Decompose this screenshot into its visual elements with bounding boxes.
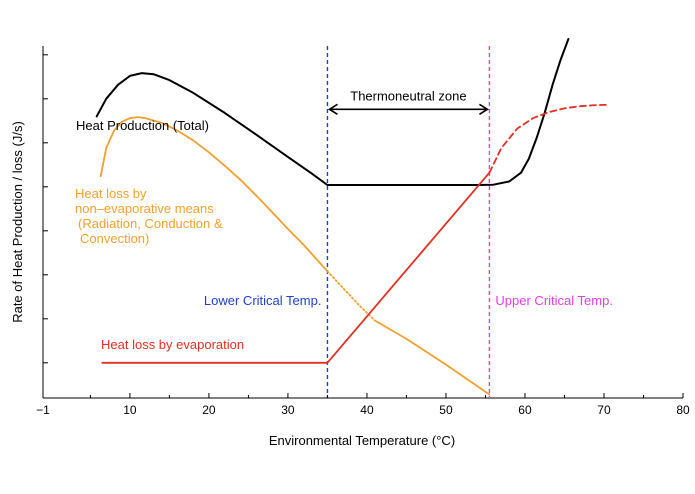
series-line-2: [326, 270, 376, 322]
x-tick-label: 10: [123, 403, 137, 417]
series-annotation-2: non–evaporative means: [75, 201, 214, 216]
axis-ticks: −1 10 20 30 40 50 60 70 80: [36, 54, 690, 417]
x-tick-label: 20: [202, 403, 216, 417]
labels-layer: Thermoneutral zone Lower Critical Temp. Up…: [75, 88, 613, 352]
series-annotation-5: Heat loss by evaporation: [101, 337, 244, 352]
series-annotation-0: Heat Production (Total): [76, 118, 209, 133]
x-tick-label: 60: [518, 403, 532, 417]
critical-temperature-lines: [326, 46, 491, 398]
x-axis-label: Environmental Temperature (°C): [269, 433, 455, 448]
x-tick-label: 70: [597, 403, 611, 417]
zone-arrow-left-head: [327, 103, 338, 116]
plot-frame: [42, 46, 683, 399]
series-line-3: [374, 319, 491, 396]
series-layer: [95, 38, 609, 396]
x-tick-label: −1: [36, 403, 50, 417]
zone-arrow-right-head: [478, 103, 489, 116]
x-tick-label: 30: [281, 403, 295, 417]
upper-critical-label: Upper Critical Temp.: [495, 293, 613, 308]
series-annotation-1: Heat loss by: [75, 186, 147, 201]
zone-label: Thermoneutral zone: [350, 88, 466, 103]
x-tick-label: 80: [676, 403, 690, 417]
y-axis-label: Rate of Heat Production / loss (J/s): [10, 121, 25, 323]
series-annotation-3: (Radiation, Conduction &: [78, 216, 223, 231]
x-tick-label: 50: [439, 403, 453, 417]
series-line-5: [488, 103, 609, 174]
series-annotation-4: Convection): [80, 231, 149, 246]
lower-critical-label: Lower Critical Temp.: [204, 293, 322, 308]
series-line-0: [95, 38, 570, 186]
series-line-4: [101, 171, 491, 364]
series-line-1: [99, 116, 329, 273]
x-tick-label: 40: [360, 403, 374, 417]
